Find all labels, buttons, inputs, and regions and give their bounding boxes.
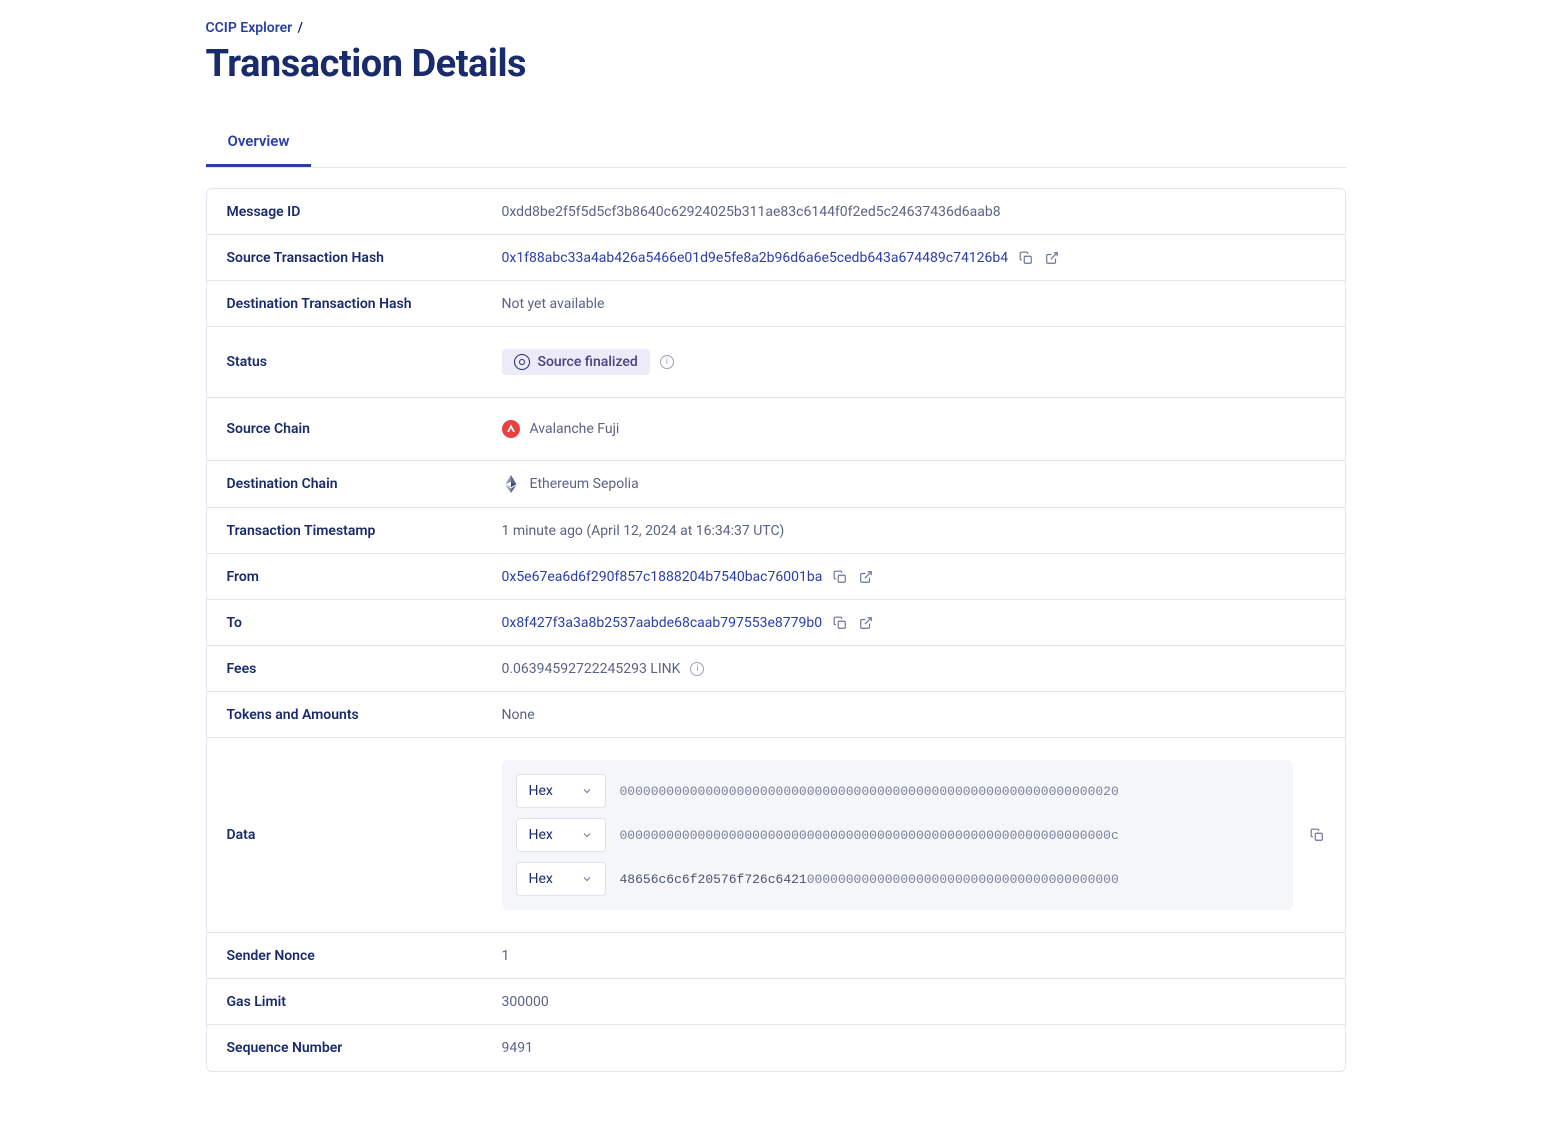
chevron-down-icon [581,829,593,841]
hex-value-2: 48656c6c6f20576f726c64210000000000000000… [620,872,1279,887]
label-to: To [227,615,502,631]
link-from-address[interactable]: 0x5e67ea6d6f290f857c1888204b7540bac76001… [502,569,823,585]
row-data: Data Hex 0000000000000000000000000000000… [207,738,1345,933]
format-select[interactable]: Hex [516,818,606,852]
status-ring-icon [514,354,530,370]
row-status: Status Source finalized i [207,327,1345,398]
label-gas-limit: Gas Limit [227,994,502,1010]
row-seq-number: Sequence Number 9491 [207,1025,1345,1071]
label-src-chain: Source Chain [227,421,502,437]
hex-value-0: 0000000000000000000000000000000000000000… [620,784,1279,799]
value-dst-tx-hash: Not yet available [502,296,1325,312]
info-icon[interactable]: i [690,662,704,676]
external-link-icon[interactable] [1044,250,1060,266]
label-from: From [227,569,502,585]
hex-value-1: 0000000000000000000000000000000000000000… [620,828,1279,843]
format-select[interactable]: Hex [516,774,606,808]
link-to-address[interactable]: 0x8f427f3a3a8b2537aabde68caab797553e8779… [502,615,823,631]
label-dst-tx-hash: Destination Transaction Hash [227,296,502,312]
status-badge: Source finalized [502,349,650,375]
breadcrumb-root-link[interactable]: CCIP Explorer [206,20,293,36]
label-data: Data [227,827,502,843]
copy-icon[interactable] [1018,250,1034,266]
value-fees: 0.06394592722245293 LINK [502,661,681,677]
row-from: From 0x5e67ea6d6f290f857c1888204b7540bac… [207,554,1345,600]
label-message-id: Message ID [227,204,502,220]
details-panel: Message ID 0xdd8be2f5f5d5cf3b8640c629240… [206,188,1346,1072]
avalanche-icon [502,420,520,438]
label-seq-number: Sequence Number [227,1040,502,1056]
tab-overview[interactable]: Overview [206,118,312,167]
row-dst-tx-hash: Destination Transaction Hash Not yet ava… [207,281,1345,327]
label-status: Status [227,354,502,370]
row-src-chain: Source Chain Avalanche Fuji [207,398,1345,461]
label-sender-nonce: Sender Nonce [227,948,502,964]
row-sender-nonce: Sender Nonce 1 [207,933,1345,979]
label-src-tx-hash: Source Transaction Hash [227,250,502,266]
value-sender-nonce: 1 [502,948,1325,964]
value-timestamp: 1 minute ago (April 12, 2024 at 16:34:37… [502,523,1325,539]
label-timestamp: Transaction Timestamp [227,523,502,539]
data-line-2: Hex 48656c6c6f20576f726c6421000000000000… [516,862,1279,896]
row-timestamp: Transaction Timestamp 1 minute ago (Apri… [207,508,1345,554]
chevron-down-icon [581,873,593,885]
row-gas-limit: Gas Limit 300000 [207,979,1345,1025]
link-src-tx-hash[interactable]: 0x1f88abc33a4ab426a5466e01d9e5fe8a2b96d6… [502,250,1009,266]
breadcrumb-separator: / [298,20,303,36]
label-tokens: Tokens and Amounts [227,707,502,723]
label-fees: Fees [227,661,502,677]
value-dst-chain: Ethereum Sepolia [530,476,639,492]
value-tokens: None [502,707,1325,723]
label-dst-chain: Destination Chain [227,476,502,492]
page-title: Transaction Details [206,42,1346,86]
value-message-id: 0xdd8be2f5f5d5cf3b8640c62924025b311ae83c… [502,204,1325,220]
breadcrumb: CCIP Explorer / [206,20,1346,36]
row-src-tx-hash: Source Transaction Hash 0x1f88abc33a4ab4… [207,235,1345,281]
info-icon[interactable]: i [660,355,674,369]
copy-icon[interactable] [1309,827,1325,843]
tabs: Overview [206,118,1346,168]
data-line-0: Hex 000000000000000000000000000000000000… [516,774,1279,808]
value-gas-limit: 300000 [502,994,1325,1010]
external-link-icon[interactable] [858,569,874,585]
external-link-icon[interactable] [858,615,874,631]
data-line-1: Hex 000000000000000000000000000000000000… [516,818,1279,852]
status-text: Source finalized [538,354,638,370]
copy-icon[interactable] [832,569,848,585]
value-src-chain: Avalanche Fuji [530,421,620,437]
row-tokens: Tokens and Amounts None [207,692,1345,738]
format-select[interactable]: Hex [516,862,606,896]
row-fees: Fees 0.06394592722245293 LINK i [207,646,1345,692]
copy-icon[interactable] [832,615,848,631]
row-to: To 0x8f427f3a3a8b2537aabde68caab797553e8… [207,600,1345,646]
chevron-down-icon [581,785,593,797]
value-seq-number: 9491 [502,1040,1325,1056]
row-dst-chain: Destination Chain Ethereum Sepolia [207,461,1345,508]
ethereum-icon [502,475,520,493]
data-box: Hex 000000000000000000000000000000000000… [502,760,1293,910]
row-message-id: Message ID 0xdd8be2f5f5d5cf3b8640c629240… [207,189,1345,235]
